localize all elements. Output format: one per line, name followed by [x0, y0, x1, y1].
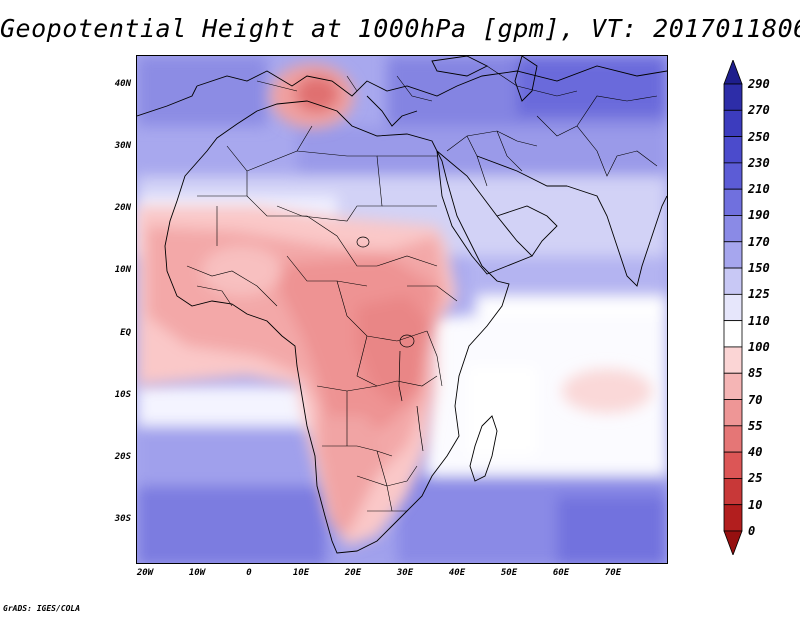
lon-label-40e: 40E	[448, 568, 466, 578]
colorbar-segment	[723, 478, 743, 506]
lon-label-30e: 30E	[396, 568, 414, 578]
colorbar-segment	[723, 293, 743, 322]
colorbar-tick-label: 55	[748, 418, 763, 433]
colorbar-tick-label: 85	[748, 366, 763, 381]
borders	[186, 65, 658, 512]
colorbar-segment	[723, 399, 743, 427]
colorbar-tick-label: 40	[748, 445, 763, 460]
lat-label-40n: 40N	[114, 79, 131, 89]
colorbar-tick-label: 25	[748, 471, 763, 486]
lon-label-70e: 70E	[604, 568, 622, 578]
low-height-region	[137, 64, 652, 546]
colorbar-bottom-arrow	[723, 530, 743, 555]
colorbar-segment	[723, 425, 743, 453]
colorbar-segment	[723, 504, 743, 532]
colorbar-segment	[723, 83, 743, 111]
lon-label-50e: 50E	[500, 568, 518, 578]
lat-label-10n: 10N	[114, 265, 131, 275]
geopotential-map	[137, 56, 667, 563]
colorbar-tick-label: 270	[748, 103, 770, 118]
lon-label-10e: 10E	[292, 568, 310, 578]
colorbar-top-arrow	[723, 60, 743, 85]
lat-label-20s: 20S	[114, 452, 131, 462]
colorbar-segment	[723, 188, 743, 216]
colorbar-segment	[723, 320, 743, 348]
lat-label-20n: 20N	[114, 203, 131, 213]
colorbar-segment	[723, 109, 743, 137]
lon-label-20w: 20W	[136, 568, 154, 578]
map-title: Geopotential Height at 1000hPa [gpm], VT…	[0, 14, 800, 43]
colorbar-segment	[723, 241, 743, 269]
lat-label-30s: 30S	[114, 514, 131, 524]
map-panel	[136, 55, 668, 564]
lakes	[356, 236, 424, 452]
colorbar-segment	[723, 162, 743, 190]
colorbar-segment	[723, 346, 743, 374]
colorbar-tick-label: 290	[748, 77, 770, 91]
lon-label-10w: 10W	[188, 568, 206, 578]
colorbar-tick-label: 70	[748, 392, 763, 407]
lat-label-eq: EQ	[120, 328, 131, 338]
colorbar-tick-label: 150	[748, 261, 770, 276]
lat-label-10s: 10S	[114, 390, 131, 400]
colorbar-tick-label: 10	[748, 497, 763, 512]
colorbar-segment	[723, 372, 743, 400]
colorbar-tick-label: 0	[748, 524, 756, 538]
colorbar-segment	[723, 267, 743, 295]
colorbar-segment	[723, 451, 743, 479]
colorbar	[723, 60, 743, 555]
grads-credit: GrADS: IGES/COLA	[3, 604, 81, 613]
colorbar-segment	[723, 136, 743, 164]
colorbar-tick-label: 100	[748, 339, 770, 354]
colorbar-tick-label: 210	[748, 182, 770, 197]
lon-label-20e: 20E	[344, 568, 362, 578]
colorbar-tick-label: 125	[748, 287, 770, 302]
lat-label-30n: 30N	[114, 141, 131, 151]
colorbar-tick-label: 170	[748, 234, 770, 249]
lon-label-0: 0	[246, 568, 252, 578]
colorbar-tick-label: 190	[748, 208, 770, 223]
lon-label-60e: 60E	[552, 568, 570, 578]
colorbar-tick-label: 250	[748, 129, 770, 144]
coastlines	[137, 56, 667, 554]
colorbar-tick-label: 230	[748, 155, 770, 170]
colorbar-segment	[723, 215, 743, 243]
colorbar-tick-label: 110	[748, 313, 770, 328]
